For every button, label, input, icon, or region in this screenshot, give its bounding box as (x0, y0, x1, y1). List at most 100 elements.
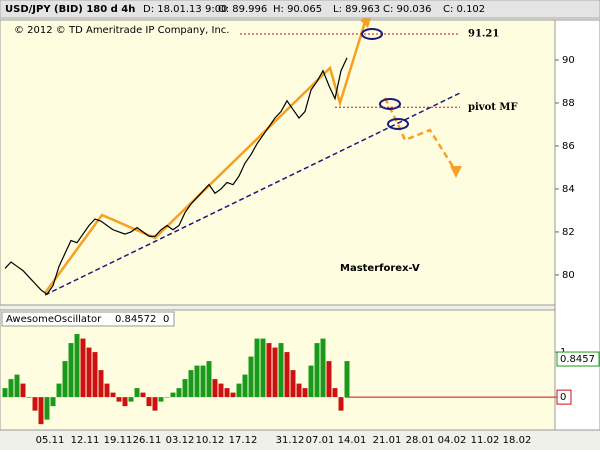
osc-bar (32, 397, 38, 411)
axis-panel (554, 19, 600, 431)
x-tick-label: 03.12 (166, 435, 195, 446)
osc-bar (290, 370, 296, 398)
osc-bar (188, 370, 194, 398)
x-tick-label: 07.01 (306, 435, 335, 446)
osc-bar (38, 397, 44, 425)
osc-bar (266, 343, 272, 398)
osc-bar (296, 383, 302, 398)
x-tick-label: 19.11 (104, 435, 133, 446)
osc-bar (332, 388, 338, 398)
osc-bar (236, 383, 242, 398)
osc-bar (98, 370, 104, 398)
x-tick-label: 26.11 (133, 435, 162, 446)
osc-header (1, 311, 175, 327)
y-tick-label: 82 (562, 227, 575, 238)
osc-bar (44, 397, 50, 420)
header-field: C: 0.102 (443, 4, 485, 15)
circle-marker (379, 98, 401, 110)
osc-bar (122, 397, 128, 407)
level-label: pivot MF (468, 102, 518, 113)
current-box (556, 351, 600, 367)
header-field: L: 89.963 (333, 4, 380, 15)
osc-bar (224, 388, 230, 398)
x-tick-label: 12.11 (71, 435, 100, 446)
current-label: 0.8457 (560, 354, 595, 365)
osc-bar (242, 374, 248, 398)
price-line (4, 57, 348, 296)
y-tick-label: 90 (562, 55, 575, 66)
osc-bar (194, 365, 200, 398)
osc-bar (326, 361, 332, 398)
osc-bar (344, 361, 350, 398)
osc-bar (14, 374, 20, 398)
osc-bar (116, 397, 122, 402)
y-tick-label: 0 (560, 392, 566, 403)
osc-bar (62, 361, 68, 398)
osc-bar (2, 388, 8, 398)
osc-bar (128, 397, 134, 402)
header-field: O: 89.996 (218, 4, 267, 15)
osc-bar (158, 397, 164, 402)
osc-bar (68, 343, 74, 398)
x-tick-label: 28.01 (406, 435, 435, 446)
copyright: © 2012 © TD Ameritrade IP Company, Inc. (14, 25, 230, 36)
y-tick-label: 80 (562, 270, 575, 281)
osc-bar (146, 397, 152, 407)
osc-bar (8, 379, 14, 398)
x-tick-label: 14.01 (338, 435, 367, 446)
circle-marker (387, 118, 409, 130)
osc-bar (338, 397, 344, 411)
level-label: 91.21 (468, 28, 499, 39)
osc-bar (260, 338, 266, 398)
x-tick-label: 18.02 (503, 435, 532, 446)
osc-bar (254, 338, 260, 398)
osc-bar (176, 388, 182, 398)
wave-projection (383, 97, 457, 171)
osc-bar (50, 397, 56, 407)
wave-line (43, 21, 367, 294)
tick-box (556, 389, 572, 405)
header-bar (0, 0, 600, 19)
annotation: Masterforex-V (340, 263, 420, 274)
osc-bar (314, 343, 320, 398)
osc-zero: 0 (163, 314, 169, 325)
osc-bar (248, 356, 254, 398)
osc-bar (212, 379, 218, 398)
x-tick-label: 31.12 (276, 435, 305, 446)
y-tick-label: 88 (562, 98, 575, 109)
x-tick-label: 05.11 (36, 435, 65, 446)
osc-bar (272, 347, 278, 398)
header-field: USD/JPY (BID) 180 d 4h (5, 4, 135, 15)
x-tick-label: 10.12 (196, 435, 225, 446)
x-tick-label: 04.02 (438, 435, 467, 446)
x-tick-label: 11.02 (471, 435, 500, 446)
x-tick-label: 21.01 (373, 435, 402, 446)
osc-bar (20, 383, 26, 398)
osc-value: 0.84572 (115, 314, 156, 325)
y-tick-label: 86 (562, 141, 575, 152)
header-field: H: 90.065 (273, 4, 322, 15)
osc-bar (284, 352, 290, 398)
osc-title: AwesomeOscillator (6, 314, 102, 325)
osc-bar (218, 383, 224, 398)
price-panel (0, 19, 556, 306)
osc-bar (182, 379, 188, 398)
header-field: D: 18.01.13 9:00 (143, 4, 227, 15)
osc-bar (278, 343, 284, 398)
osc-bar (200, 365, 206, 398)
osc-bar (164, 397, 170, 398)
osc-bar (74, 334, 80, 398)
header-field: C: 90.036 (383, 4, 432, 15)
osc-bar (92, 352, 98, 398)
osc-bar (134, 388, 140, 398)
osc-bar (308, 365, 314, 398)
osc-bar (56, 383, 62, 398)
osc-bar (140, 392, 146, 398)
osc-bar (86, 347, 92, 398)
osc-bar (302, 388, 308, 398)
x-tick-label: 17.12 (229, 435, 258, 446)
osc-bar (320, 338, 326, 398)
osc-bar (26, 397, 32, 398)
osc-bar (170, 392, 176, 398)
